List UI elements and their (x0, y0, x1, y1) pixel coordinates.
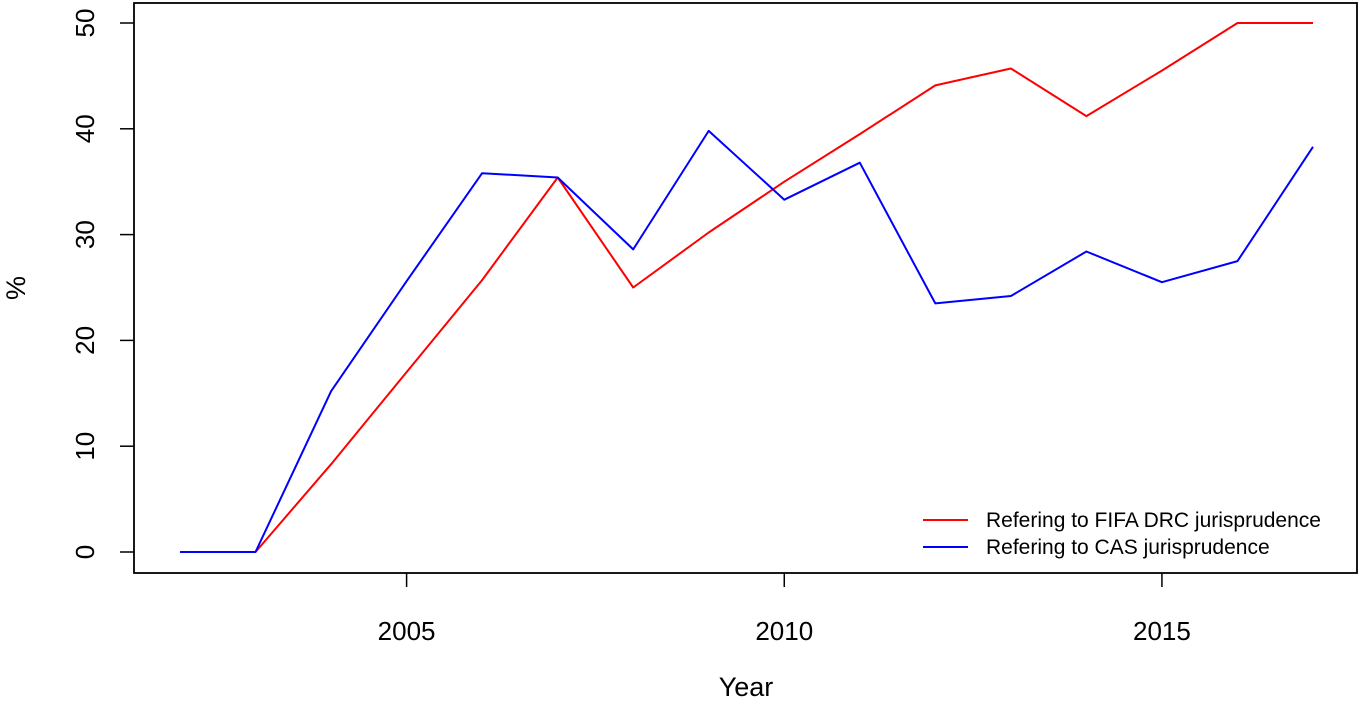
y-axis-title: % (1, 276, 31, 300)
y-tick-label-0: 0 (70, 545, 100, 559)
y-tick-label-20: 20 (70, 326, 100, 355)
y-axis: 0 10 20 30 40 50 (70, 9, 134, 559)
plot-frame (133, 2, 1358, 574)
legend-label-cas: Refering to CAS jurisprudence (986, 536, 1270, 559)
legend: Refering to FIFA DRC jurisprudence Refer… (923, 509, 1321, 559)
x-tick-label-2005: 2005 (378, 616, 436, 646)
legend-label-fifa-drc: Refering to FIFA DRC jurisprudence (986, 509, 1321, 532)
series-line-cas (180, 129, 1314, 553)
x-axis-title: Year (719, 672, 774, 702)
x-tick-label-2015: 2015 (1133, 616, 1191, 646)
y-tick-label-10: 10 (70, 432, 100, 461)
y-tick-label-50: 50 (70, 9, 100, 38)
y-tick-label-40: 40 (70, 114, 100, 143)
x-axis: 2005 2010 2015 (378, 573, 1191, 646)
series-line-fifa-drc (180, 22, 1313, 553)
x-tick-label-2010: 2010 (755, 616, 813, 646)
y-tick-label-30: 30 (70, 220, 100, 249)
series-layer (180, 22, 1314, 553)
